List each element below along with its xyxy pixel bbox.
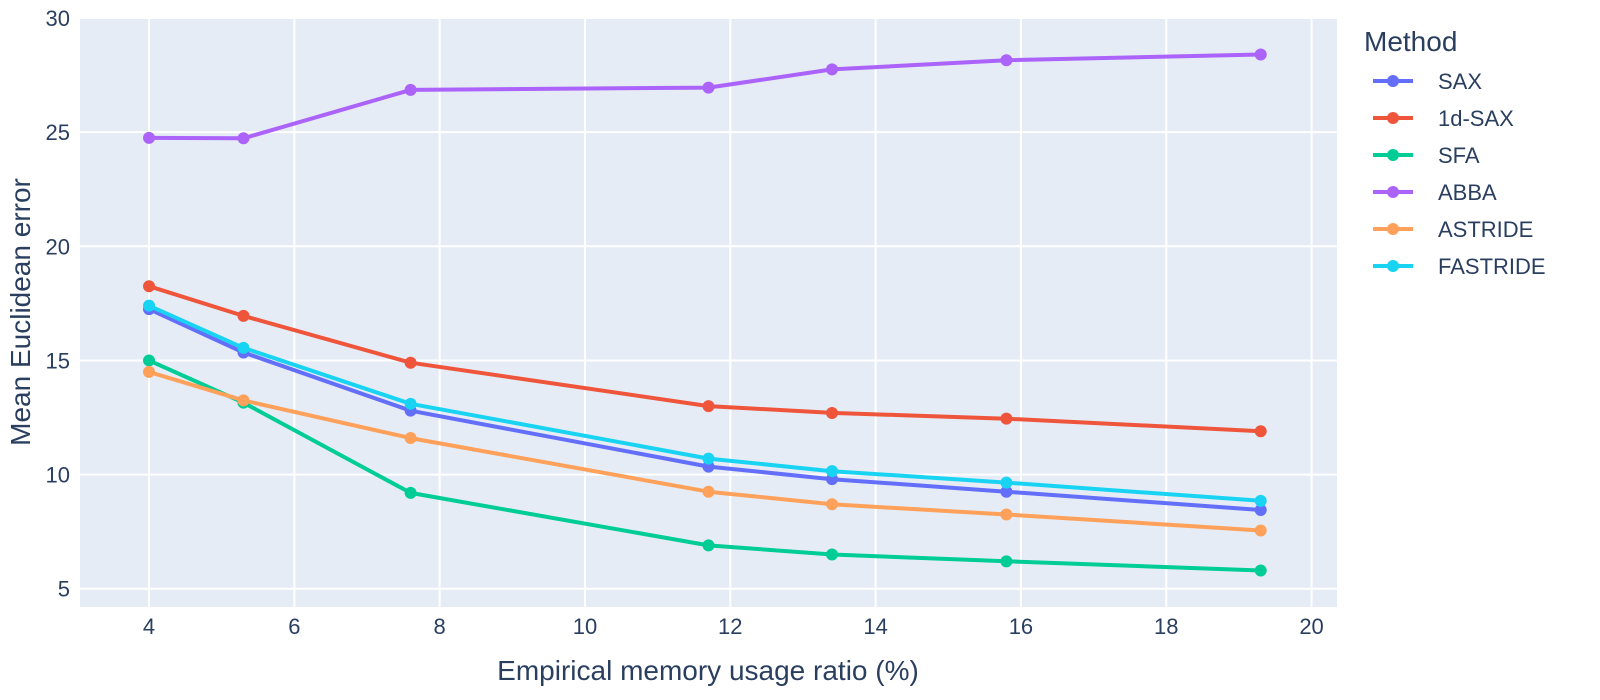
y-axis-title: Mean Euclidean error: [5, 178, 36, 446]
data-point: [826, 63, 839, 76]
data-point: [404, 397, 417, 410]
legend-marker: [1387, 112, 1399, 124]
data-point: [1000, 555, 1013, 568]
legend-label: 1d-SAX: [1438, 106, 1514, 131]
x-tick-label: 12: [718, 614, 742, 639]
data-point: [826, 498, 839, 511]
data-point: [702, 452, 715, 465]
x-axis-title: Empirical memory usage ratio (%): [497, 655, 919, 686]
data-point: [143, 280, 156, 293]
data-point: [237, 309, 250, 322]
data-point: [1254, 524, 1267, 537]
data-point: [237, 132, 250, 145]
data-point: [1254, 425, 1267, 438]
data-point: [1000, 412, 1013, 425]
legend: Method SAX 1d-SAX SFA ABBA ASTRIDE FASTRIDE: [1364, 26, 1546, 279]
legend-item[interactable]: FASTRIDE: [1373, 254, 1546, 279]
data-point: [1254, 503, 1267, 516]
y-tick-label: 30: [46, 6, 70, 31]
plot-area: [80, 18, 1337, 607]
legend-label: FASTRIDE: [1438, 254, 1546, 279]
data-point: [404, 356, 417, 369]
x-axis-ticks: 4 6 8 10 12 14 16 18 20: [143, 614, 1324, 639]
legend-item[interactable]: ABBA: [1373, 180, 1497, 205]
x-tick-label: 4: [143, 614, 155, 639]
data-point: [237, 341, 250, 354]
y-axis-ticks: 5 10 15 20 25 30: [46, 6, 70, 602]
x-tick-label: 10: [573, 614, 597, 639]
legend-label: ABBA: [1438, 180, 1497, 205]
legend-item[interactable]: SAX: [1373, 69, 1482, 94]
data-point: [237, 394, 250, 407]
legend-marker: [1387, 223, 1399, 235]
data-point: [826, 548, 839, 561]
x-tick-label: 18: [1154, 614, 1178, 639]
legend-label: ASTRIDE: [1438, 217, 1533, 242]
data-point: [1000, 54, 1013, 67]
y-tick-label: 20: [46, 234, 70, 259]
x-tick-label: 6: [288, 614, 300, 639]
legend-item[interactable]: ASTRIDE: [1373, 217, 1533, 242]
y-tick-label: 15: [46, 348, 70, 373]
legend-item[interactable]: 1d-SAX: [1373, 106, 1514, 131]
series-fastride: [143, 299, 1267, 507]
x-gridlines: [148, 18, 1313, 607]
data-point: [702, 539, 715, 552]
y-gridlines: [80, 17, 1337, 590]
x-tick-label: 16: [1009, 614, 1033, 639]
data-point: [404, 432, 417, 445]
legend-label: SFA: [1438, 143, 1480, 168]
legend-marker: [1387, 149, 1399, 161]
data-point: [1254, 494, 1267, 507]
y-tick-label: 10: [46, 463, 70, 488]
data-point: [1254, 48, 1267, 61]
data-point: [826, 406, 839, 419]
data-point: [143, 131, 156, 144]
legend-marker: [1387, 186, 1399, 198]
data-point: [702, 485, 715, 498]
x-tick-label: 8: [434, 614, 446, 639]
legend-item[interactable]: SFA: [1373, 143, 1480, 168]
x-tick-label: 20: [1299, 614, 1323, 639]
data-point: [143, 365, 156, 378]
data-point: [702, 400, 715, 413]
legend-title: Method: [1364, 26, 1457, 57]
data-point: [1254, 564, 1267, 577]
data-point: [143, 299, 156, 312]
y-tick-label: 5: [58, 577, 70, 602]
data-point: [826, 465, 839, 478]
data-point: [404, 486, 417, 499]
series-astride: [143, 365, 1267, 537]
data-point: [143, 354, 156, 367]
data-point: [1000, 508, 1013, 521]
series-layer: [143, 48, 1267, 577]
series-1d-sax: [143, 280, 1267, 438]
data-point: [1000, 485, 1013, 498]
legend-marker: [1387, 260, 1399, 272]
legend-label: SAX: [1438, 69, 1482, 94]
data-point: [404, 83, 417, 96]
data-point: [1000, 476, 1013, 489]
series-abba: [143, 48, 1267, 145]
legend-marker: [1387, 75, 1399, 87]
y-tick-label: 25: [46, 120, 70, 145]
data-point: [702, 81, 715, 94]
x-tick-label: 14: [863, 614, 887, 639]
